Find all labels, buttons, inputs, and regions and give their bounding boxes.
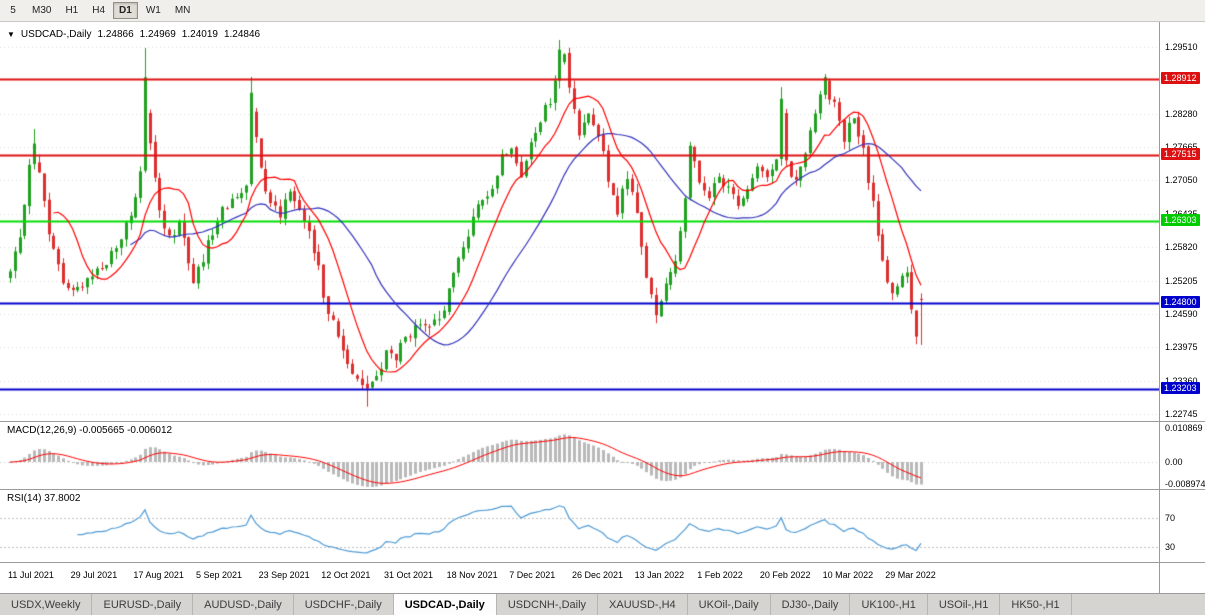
date-label: 5 Sep 2021	[195, 570, 243, 580]
timeframe-button-mn[interactable]: MN	[174, 5, 191, 16]
price-tick-label: 1.25820	[1165, 242, 1198, 253]
price-axis[interactable]: 1.29510 1.28280 1.27665 1.27050 1.26435 1.258…	[1159, 22, 1205, 593]
ohlc-close-value: 1.24846	[223, 29, 261, 40]
macd-axis-label: -0.008974	[1165, 479, 1205, 489]
rsi-indicator-label: RSI(14) 37.8002	[7, 493, 81, 504]
price-level-badge: 1.26303	[1161, 213, 1200, 226]
panel-splitter[interactable]	[0, 489, 1205, 490]
tab-usdchf-daily[interactable]: USDCHF-,Daily	[294, 594, 394, 615]
price-tick-label: 1.29510	[1165, 42, 1198, 52]
price-level-badge: 1.28912	[1161, 72, 1200, 85]
chart-tabs-bar: USDX,Weekly EURUSD-,Daily AUDUSD-,Daily USD…	[0, 593, 1205, 615]
price-tick-label: 1.23975	[1165, 342, 1198, 353]
date-label: 26 Dec 2021	[571, 570, 623, 580]
tab-hk50-h1[interactable]: HK50-,H1	[1000, 594, 1072, 615]
date-label: 20 Feb 2022	[759, 570, 811, 580]
price-chart-canvas[interactable]	[0, 22, 1159, 421]
chart-ohlc-readout: ▼ USDCAD-,Daily 1.24866 1.24969 1.24019 …	[7, 29, 260, 40]
price-tick-label: 1.26435	[1165, 209, 1198, 219]
price-tick-label: 1.25205	[1165, 275, 1198, 286]
rsi-axis-label: 30	[1165, 542, 1176, 552]
chart-symbol-label: USDCAD-,Daily	[20, 29, 92, 40]
date-label: 7 Dec 2021	[509, 570, 556, 580]
rsi-axis-label: 70	[1165, 513, 1176, 523]
tab-xauusd-h4[interactable]: XAUUSD-,H4	[598, 594, 688, 615]
price-tick-label: 1.23360	[1165, 375, 1198, 386]
timeframe-button-h1[interactable]: H1	[65, 5, 79, 16]
panel-splitter[interactable]	[0, 421, 1205, 422]
tab-usoil-h1[interactable]: USOil-,H1	[928, 594, 1001, 615]
ohlc-high-value: 1.24969	[139, 29, 176, 40]
date-label: 31 Oct 2021	[383, 570, 433, 580]
macd-axis-label: 0.010869	[1165, 423, 1203, 433]
price-tick-label: 1.28280	[1165, 108, 1198, 119]
tab-audusd-daily[interactable]: AUDUSD-,Daily	[193, 594, 294, 615]
tab-uk100-h1[interactable]: UK100-,H1	[850, 594, 928, 615]
timeframe-button-5[interactable]: 5	[10, 5, 16, 16]
date-label: 13 Jan 2022	[634, 570, 685, 580]
timeframe-button-m30[interactable]: M30	[32, 5, 52, 16]
tab-usdx-weekly[interactable]: USDX,Weekly	[0, 594, 93, 615]
price-tick-label: 1.27050	[1165, 175, 1198, 186]
tab-eurusd-daily[interactable]: EURUSD-,Daily	[92, 594, 194, 615]
timeframe-toolbar: 5 M30 H1 H4 D1 W1 MN	[0, 0, 1205, 22]
price-tick-label: 1.24590	[1165, 308, 1198, 319]
timeframe-button-d1[interactable]: D1	[113, 2, 138, 19]
panel-splitter[interactable]	[0, 562, 1205, 563]
price-level-badge: 1.27515	[1161, 148, 1200, 161]
date-label: 23 Sep 2021	[258, 570, 310, 580]
time-axis[interactable]: 11 Jul 2021 29 Jul 2021 17 Aug 2021 5 Sep 2…	[0, 563, 1159, 593]
tab-usdcad-daily[interactable]: USDCAD-,Daily	[393, 594, 497, 615]
tab-dj30-daily[interactable]: DJ30-,Daily	[771, 594, 851, 615]
macd-indicator-label: MACD(12,26,9) -0.005665 -0.006012	[7, 425, 173, 436]
macd-indicator-canvas[interactable]	[0, 422, 1159, 489]
price-level-badge: 1.24800	[1161, 295, 1200, 308]
ohlc-open-value: 1.24866	[97, 29, 134, 40]
price-tick-label: 1.27665	[1165, 142, 1198, 153]
timeframe-buttons: 5 M30 H1 H4 D1 W1 MN	[2, 2, 196, 20]
ohlc-low-value: 1.24019	[181, 29, 218, 40]
direction-down-icon: ▼	[7, 30, 15, 39]
tab-ukoil-daily[interactable]: UKOil-,Daily	[688, 594, 771, 615]
date-label: 29 Jul 2021	[70, 570, 118, 580]
timeframe-button-h4[interactable]: H4	[92, 5, 106, 16]
timeframe-button-w1[interactable]: W1	[145, 5, 161, 16]
date-label: 18 Nov 2021	[446, 570, 498, 580]
date-label: 10 Mar 2022	[822, 570, 874, 580]
date-label: 12 Oct 2021	[321, 570, 371, 580]
macd-axis-label: 0.00	[1165, 457, 1183, 467]
date-label: 11 Jul 2021	[8, 570, 54, 580]
date-label: 29 Mar 2022	[885, 570, 936, 580]
price-tick-label: 1.22745	[1165, 409, 1198, 419]
tab-usdcnh-daily[interactable]: USDCNH-,Daily	[497, 594, 599, 615]
date-label: 17 Aug 2021	[133, 570, 184, 580]
chart-window: ▼ USDCAD-,Daily 1.24866 1.24969 1.24019 …	[0, 22, 1205, 593]
date-label: 1 Feb 2022	[697, 570, 743, 580]
rsi-indicator-canvas[interactable]	[0, 490, 1159, 562]
price-level-badge: 1.23203	[1161, 382, 1200, 395]
